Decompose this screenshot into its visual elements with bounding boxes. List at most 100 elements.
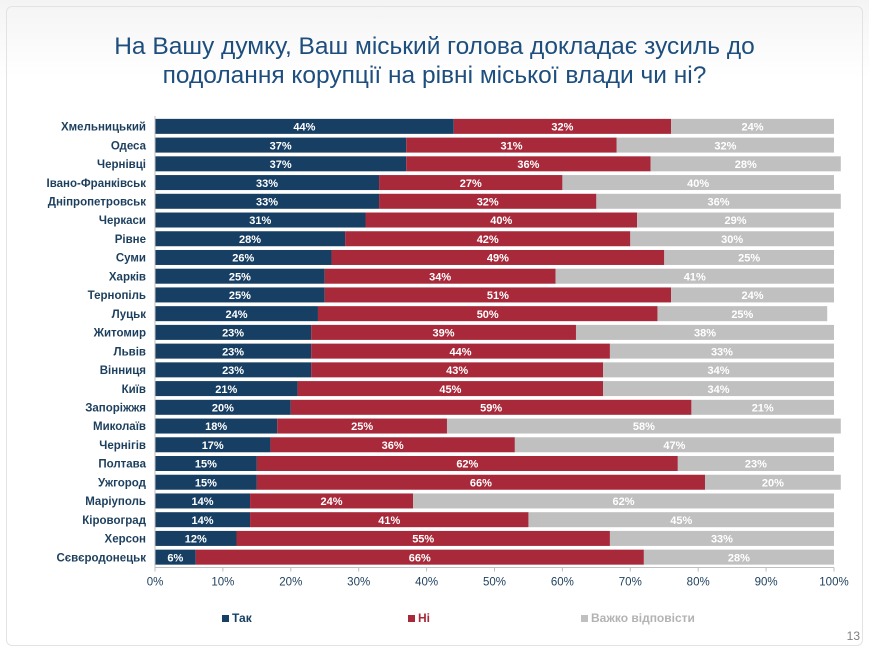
bar-tak bbox=[155, 193, 380, 209]
bar-vazhko bbox=[671, 287, 834, 303]
bar-tak bbox=[155, 493, 251, 509]
bar-tak bbox=[155, 549, 196, 565]
data-label-ni: 62% bbox=[456, 459, 478, 471]
data-label-ni: 31% bbox=[500, 140, 522, 152]
bar-vazhko bbox=[704, 474, 841, 490]
data-label-vazhko: 40% bbox=[687, 178, 709, 190]
bar-vazhko bbox=[671, 118, 834, 134]
data-label-vazhko: 25% bbox=[738, 253, 760, 265]
category-label: Львів bbox=[114, 346, 146, 358]
legend-item-ni: Ні bbox=[408, 611, 430, 625]
bar-tak bbox=[155, 118, 454, 134]
chart-title-line-2: подолання корупції на рівні міської влад… bbox=[162, 62, 707, 89]
bar-tak bbox=[155, 418, 278, 434]
bar-tak bbox=[155, 530, 237, 546]
data-label-ni: 39% bbox=[433, 328, 455, 340]
data-label-vazhko: 36% bbox=[708, 196, 730, 208]
data-label-ni: 59% bbox=[480, 403, 502, 415]
category-label: Луцьк bbox=[112, 309, 147, 321]
bar-ni bbox=[290, 399, 692, 415]
bar-ni bbox=[453, 118, 672, 134]
bar-vazhko bbox=[555, 268, 834, 284]
x-tick-label: 40% bbox=[415, 577, 438, 589]
bar-tak bbox=[155, 324, 312, 340]
bar-ni bbox=[297, 381, 604, 397]
bar-vazhko bbox=[691, 399, 834, 415]
legend-swatch-tak bbox=[222, 614, 229, 622]
slide-number: 13 bbox=[846, 629, 860, 643]
data-label-vazhko: 45% bbox=[670, 515, 692, 527]
data-label-ni: 36% bbox=[382, 440, 404, 452]
data-label-ni: 32% bbox=[477, 196, 499, 208]
data-label-tak: 14% bbox=[192, 496, 214, 508]
data-label-ni: 32% bbox=[551, 122, 573, 134]
bar-tak bbox=[155, 362, 312, 378]
data-label-vazhko: 29% bbox=[725, 215, 747, 227]
data-label-ni: 41% bbox=[378, 515, 400, 527]
legend-item-vazhko: Важко відповісти bbox=[581, 611, 695, 625]
bar-ni bbox=[406, 156, 651, 172]
data-label-vazhko: 28% bbox=[735, 159, 757, 171]
data-label-tak: 15% bbox=[195, 477, 217, 489]
bar-vazhko bbox=[630, 231, 834, 247]
bar-ni bbox=[256, 474, 705, 490]
data-label-vazhko: 33% bbox=[711, 534, 733, 546]
bar-ni bbox=[345, 231, 631, 247]
data-label-tak: 17% bbox=[202, 440, 224, 452]
bar-vazhko bbox=[677, 456, 834, 472]
data-label-vazhko: 47% bbox=[663, 440, 685, 452]
category-label: Маріуполь bbox=[85, 496, 146, 508]
data-label-vazhko: 32% bbox=[714, 140, 736, 152]
chart-title: На Вашу думку, Ваш міський голова доклад… bbox=[40, 32, 829, 90]
x-tick-label: 60% bbox=[551, 577, 574, 589]
category-label: Ужгород bbox=[98, 477, 147, 489]
category-label: Дніпропетровськ bbox=[48, 196, 146, 208]
bar-vazhko bbox=[650, 156, 841, 172]
legend-swatch-ni bbox=[408, 614, 415, 622]
data-label-vazhko: 38% bbox=[694, 328, 716, 340]
data-label-vazhko: 28% bbox=[728, 552, 750, 564]
x-tick-label: 10% bbox=[211, 577, 234, 589]
bar-tak bbox=[155, 437, 271, 453]
data-label-ni: 42% bbox=[477, 234, 499, 246]
bar-vazhko bbox=[643, 549, 834, 565]
bar-vazhko bbox=[609, 530, 834, 546]
bar-vazhko bbox=[664, 249, 834, 265]
bar-ni bbox=[324, 287, 672, 303]
bar-ni bbox=[277, 418, 447, 434]
data-label-tak: 25% bbox=[229, 271, 251, 283]
bar-ni bbox=[379, 193, 597, 209]
data-label-vazhko: 30% bbox=[721, 234, 743, 246]
bar-ni bbox=[331, 249, 665, 265]
x-tick-label: 30% bbox=[347, 577, 370, 589]
bar-tak bbox=[155, 156, 407, 172]
data-label-tak: 15% bbox=[195, 459, 217, 471]
data-label-vazhko: 41% bbox=[684, 271, 706, 283]
bar-vazhko bbox=[528, 512, 834, 528]
data-label-tak: 23% bbox=[222, 365, 244, 377]
bar-vazhko bbox=[413, 493, 834, 509]
data-label-tak: 31% bbox=[249, 215, 271, 227]
data-label-tak: 23% bbox=[222, 346, 244, 358]
category-label: Одеса bbox=[111, 140, 147, 152]
bar-vazhko bbox=[446, 418, 841, 434]
data-label-ni: 34% bbox=[429, 271, 451, 283]
data-label-ni: 51% bbox=[487, 290, 509, 302]
category-label: Кіровоград bbox=[82, 515, 146, 527]
data-label-ni: 45% bbox=[439, 384, 461, 396]
category-label: Чернівці bbox=[97, 159, 146, 171]
category-label: Херсон bbox=[105, 534, 147, 546]
data-label-tak: 12% bbox=[185, 534, 207, 546]
data-label-tak: 37% bbox=[270, 159, 292, 171]
category-label: Чернігів bbox=[99, 440, 146, 452]
bar-ni bbox=[406, 137, 617, 153]
data-label-tak: 6% bbox=[167, 552, 183, 564]
bar-tak bbox=[155, 137, 407, 153]
bar-tak bbox=[155, 399, 291, 415]
data-label-tak: 33% bbox=[256, 196, 278, 208]
data-label-tak: 14% bbox=[192, 515, 214, 527]
bar-vazhko bbox=[616, 137, 834, 153]
data-label-ni: 50% bbox=[477, 309, 499, 321]
bar-ni bbox=[250, 493, 414, 509]
